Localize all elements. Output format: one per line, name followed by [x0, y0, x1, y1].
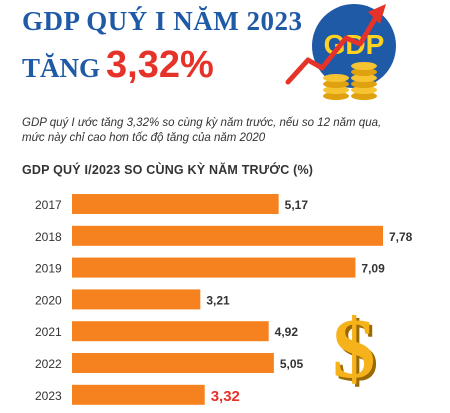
value-label-2020: 3,21	[206, 293, 230, 307]
bar-2023	[72, 384, 205, 405]
svg-text:$: $	[333, 305, 376, 393]
bar-2018	[72, 225, 383, 246]
growth-arrow-line	[285, 11, 381, 85]
chart-subtitle: GDP QUÝ I/2023 SO CÙNG KỲ NĂM TRƯỚC (%)	[22, 163, 314, 177]
coin-stack-left	[323, 74, 349, 100]
headline-lead: TĂNG	[22, 53, 101, 83]
description-line-1: GDP quý I ước tăng 3,32% so cùng kỳ năm …	[22, 117, 382, 129]
year-label-2022: 2022	[35, 357, 62, 371]
bar-2022	[72, 353, 274, 373]
year-label-2021: 2021	[35, 325, 62, 339]
description-line-2: mức này chỉ cao hơn tốc độ tăng của năm …	[22, 132, 266, 144]
headline-growth: TĂNG 3,32%	[22, 44, 214, 87]
value-label-2022: 5,05	[280, 357, 304, 371]
bar-2020	[72, 289, 201, 310]
bar-2019	[72, 257, 356, 278]
coin-stack-right	[351, 62, 377, 100]
description: GDP quý I ước tăng 3,32% so cùng kỳ năm …	[22, 116, 442, 146]
year-label-2019: 2019	[35, 262, 62, 276]
year-label-2017: 2017	[35, 198, 62, 212]
year-label-2020: 2020	[35, 293, 62, 307]
page-title: GDP QUÝ I NĂM 2023	[22, 6, 303, 36]
gdp-growth-arrow-coins-icon: GDP	[285, 4, 396, 100]
value-label-2019: 7,09	[361, 262, 385, 276]
year-label-2018: 2018	[35, 230, 62, 244]
growth-arrow-head	[368, 4, 386, 24]
value-label-2021: 4,92	[275, 325, 299, 339]
svg-text:$: $	[336, 305, 379, 393]
headline-value: 3,32%	[106, 44, 214, 86]
bar-2021	[72, 321, 269, 342]
value-label-2018: 7,78	[389, 230, 413, 244]
gdp-bar-chart: 2017 5,17 2018 7,78 2019 7,09 2020 3,21 2021 4,92…	[35, 194, 413, 405]
value-label-2017: 5,17	[285, 198, 309, 212]
year-label-2023: 2023	[35, 389, 62, 403]
value-label-2023: 3,32	[211, 388, 240, 405]
bar-2017	[72, 194, 279, 214]
dollar-sign-icon: $ $	[333, 305, 379, 393]
